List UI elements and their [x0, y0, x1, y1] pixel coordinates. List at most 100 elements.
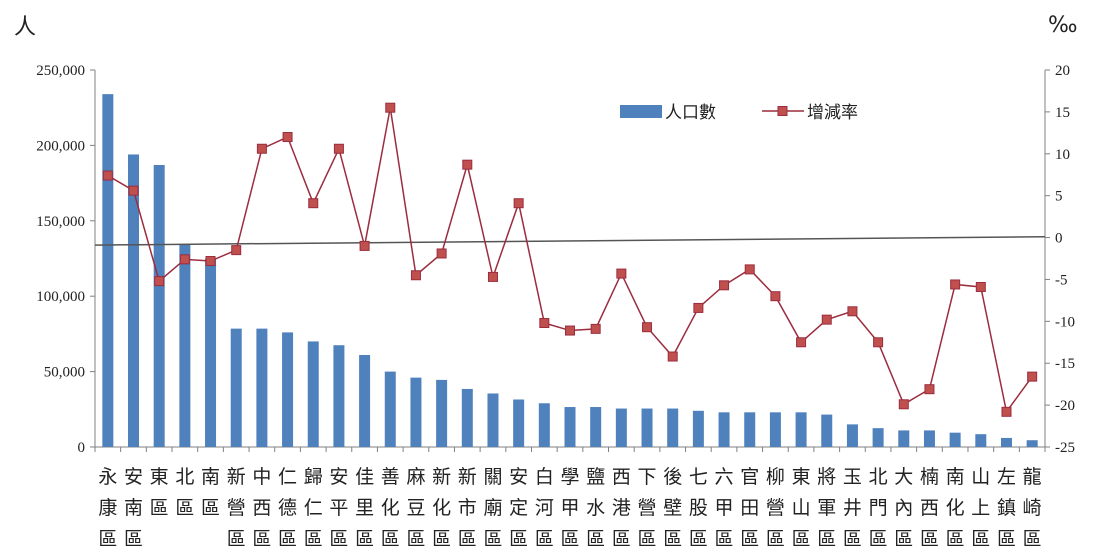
category-label-char: 安	[509, 466, 528, 488]
category-label-char: 仁	[278, 466, 297, 488]
category-label-char: 區	[766, 528, 785, 550]
population-bar	[898, 430, 910, 447]
category-label-char: 河	[535, 497, 554, 519]
category-label-char: 善	[381, 466, 400, 488]
category-label-char: 區	[971, 528, 990, 550]
legend-rate-label: 增減率	[807, 103, 858, 123]
category-label-char: 區	[201, 497, 220, 519]
category-label-char: 左	[997, 466, 1016, 488]
category-label-char: 後	[663, 466, 682, 488]
category-label-char: 鹽	[586, 466, 605, 488]
category-label-char: 區	[304, 528, 323, 550]
population-bar	[538, 403, 550, 447]
trendline-group	[94, 235, 1046, 246]
category-label-char: 區	[689, 528, 708, 550]
population-bar	[205, 258, 217, 447]
category-label-char: 區	[946, 528, 965, 550]
population-bar	[975, 434, 987, 447]
category-label-char: 營	[638, 497, 657, 519]
population-bar	[744, 412, 756, 447]
rate-marker	[796, 337, 807, 348]
category-label-char: 區	[406, 528, 425, 550]
category-label-char: 區	[432, 528, 451, 550]
category-label-char: 區	[175, 497, 194, 519]
category-label-char: 玉	[843, 466, 862, 488]
population-bar	[307, 341, 319, 447]
bars	[102, 94, 1038, 448]
left-tick-label: 250,000	[36, 63, 85, 79]
rate-marker	[873, 337, 884, 348]
population-bar	[487, 393, 499, 447]
category-label-char: 北	[175, 466, 194, 488]
category-label-char: 官	[740, 466, 759, 488]
category-label-char: 永	[98, 466, 117, 488]
rate-marker	[1001, 406, 1012, 417]
rate-marker	[154, 276, 165, 287]
category-labels: 永康區安南區東區北區南區新營區中西區仁德區歸仁區安平區佳里區善化區麻豆區新化區新…	[98, 466, 1041, 550]
category-label-char: 定	[509, 497, 528, 519]
category-label-char: 七	[689, 466, 708, 488]
category-label-char: 歸	[304, 466, 323, 488]
rate-marker	[128, 185, 139, 196]
rate-marker	[770, 291, 781, 302]
rate-marker	[231, 245, 242, 256]
category-label-char: 內	[894, 497, 913, 519]
category-label-char: 六	[715, 466, 734, 488]
population-bar	[1026, 440, 1038, 447]
category-label-char: 南	[124, 497, 143, 519]
rate-marker	[308, 198, 319, 209]
population-bar	[769, 412, 781, 447]
population-bar	[230, 328, 242, 447]
category-label-char: 區	[150, 497, 169, 519]
right-tick-label: -10	[1055, 314, 1075, 330]
category-label-char: 山	[971, 466, 990, 488]
rate-marker	[462, 159, 473, 170]
population-bar	[256, 328, 268, 447]
right-tick-label: 10	[1055, 147, 1070, 163]
left-tick-label: 50,000	[44, 365, 85, 381]
rate-marker	[1027, 371, 1038, 382]
category-label-char: 區	[663, 528, 682, 550]
rate-marker	[847, 306, 858, 317]
category-label-char: 區	[458, 528, 477, 550]
rate-marker	[513, 198, 524, 209]
rate-marker	[256, 143, 267, 154]
left-tick-label: 0	[78, 440, 86, 456]
rate-marker	[282, 132, 293, 143]
category-label-char: 股	[689, 497, 708, 519]
rate-marker	[744, 264, 755, 275]
category-label-char: 崎	[1023, 497, 1042, 519]
category-label-char: 區	[715, 528, 734, 550]
category-label-char: 新	[458, 466, 477, 488]
right-tick-label: 0	[1055, 231, 1063, 247]
category-label-char: 區	[124, 528, 143, 550]
left-axis-unit: 人	[14, 15, 36, 40]
left-tick-label: 100,000	[36, 289, 85, 305]
category-label-char: 區	[535, 528, 554, 550]
population-bar	[641, 408, 653, 447]
category-label-char: 廟	[483, 497, 502, 519]
rate-marker	[642, 322, 653, 333]
category-label-char: 壁	[663, 497, 682, 519]
rate-marker	[693, 302, 704, 313]
population-bar	[102, 94, 114, 448]
right-tick-label: 15	[1055, 105, 1070, 121]
rate-marker	[565, 325, 575, 336]
category-label-char: 東	[792, 466, 811, 488]
right-tick-label: -15	[1055, 356, 1075, 372]
category-label-char: 龍	[1023, 466, 1042, 488]
left-tick-label: 150,000	[36, 214, 85, 230]
category-label-char: 區	[612, 528, 631, 550]
rate-marker	[667, 351, 678, 362]
axes: 0 50,000 100,000 150,000 200,000 250,000 -25 -2…	[14, 13, 1078, 456]
category-label-char: 水	[586, 497, 605, 519]
rate-marker	[719, 280, 730, 291]
legend-population-swatch	[620, 105, 662, 118]
rate-line-group	[102, 102, 1038, 417]
rate-marker	[590, 323, 601, 334]
category-label-char: 港	[612, 497, 631, 519]
category-label-char: 化	[946, 497, 965, 519]
category-label-char: 區	[1023, 528, 1042, 550]
